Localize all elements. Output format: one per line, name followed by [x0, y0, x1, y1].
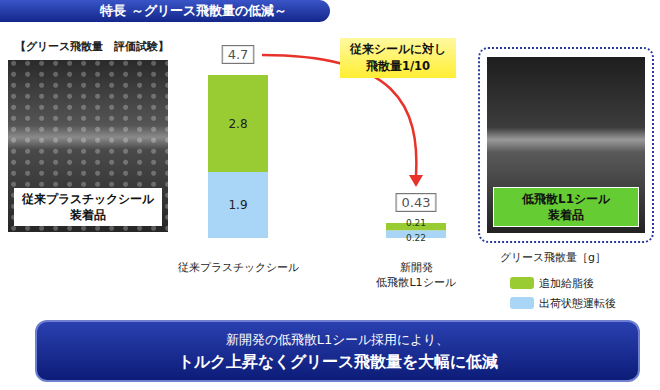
svg-text:【グリース飛散量 評価試験】: 【グリース飛散量 評価試験】: [15, 40, 169, 53]
html-text:新開発の低飛散L1シール採用により、: 新開発の低飛散L1シール採用により、: [225, 332, 450, 347]
html-text:低飛散L1シール: 低飛散L1シール: [522, 192, 610, 206]
svg-text:低飛散L1シール: 低飛散L1シール: [376, 276, 455, 289]
svg-text:0.21: 0.21: [406, 218, 426, 228]
html-text:装着品: 装着品: [548, 208, 584, 222]
svg-text:4.7: 4.7: [228, 47, 249, 62]
html-text:飛散量1/10: 飛散量1/10: [365, 59, 431, 73]
html-text:従来プラスチックシール: 従来プラスチックシール: [22, 192, 154, 206]
svg-text:出荷状態運転後: 出荷状態運転後: [539, 297, 616, 310]
svg-text:追加給脂後: 追加給脂後: [539, 277, 594, 290]
svg-text:0.43: 0.43: [402, 195, 431, 210]
svg-text:1.9: 1.9: [228, 198, 247, 212]
svg-text:2.8: 2.8: [228, 117, 247, 131]
svg-text:グリース飛散量［g］: グリース飛散量［g］: [500, 251, 606, 264]
html-text:装着品: 装着品: [70, 208, 106, 222]
html-text:トルク上昇なくグリース飛散量を大幅に低減: トルク上昇なくグリース飛散量を大幅に低減: [177, 352, 498, 371]
svg-text:新開発: 新開発: [400, 261, 433, 274]
svg-text:従来プラスチックシール: 従来プラスチックシール: [178, 261, 299, 274]
html-text:特長 ～グリース飛散量の低減～: 特長 ～グリース飛散量の低減～: [100, 3, 287, 18]
html-text:従来シールに対し: 従来シールに対し: [350, 42, 446, 56]
svg-text:0.22: 0.22: [406, 233, 426, 243]
